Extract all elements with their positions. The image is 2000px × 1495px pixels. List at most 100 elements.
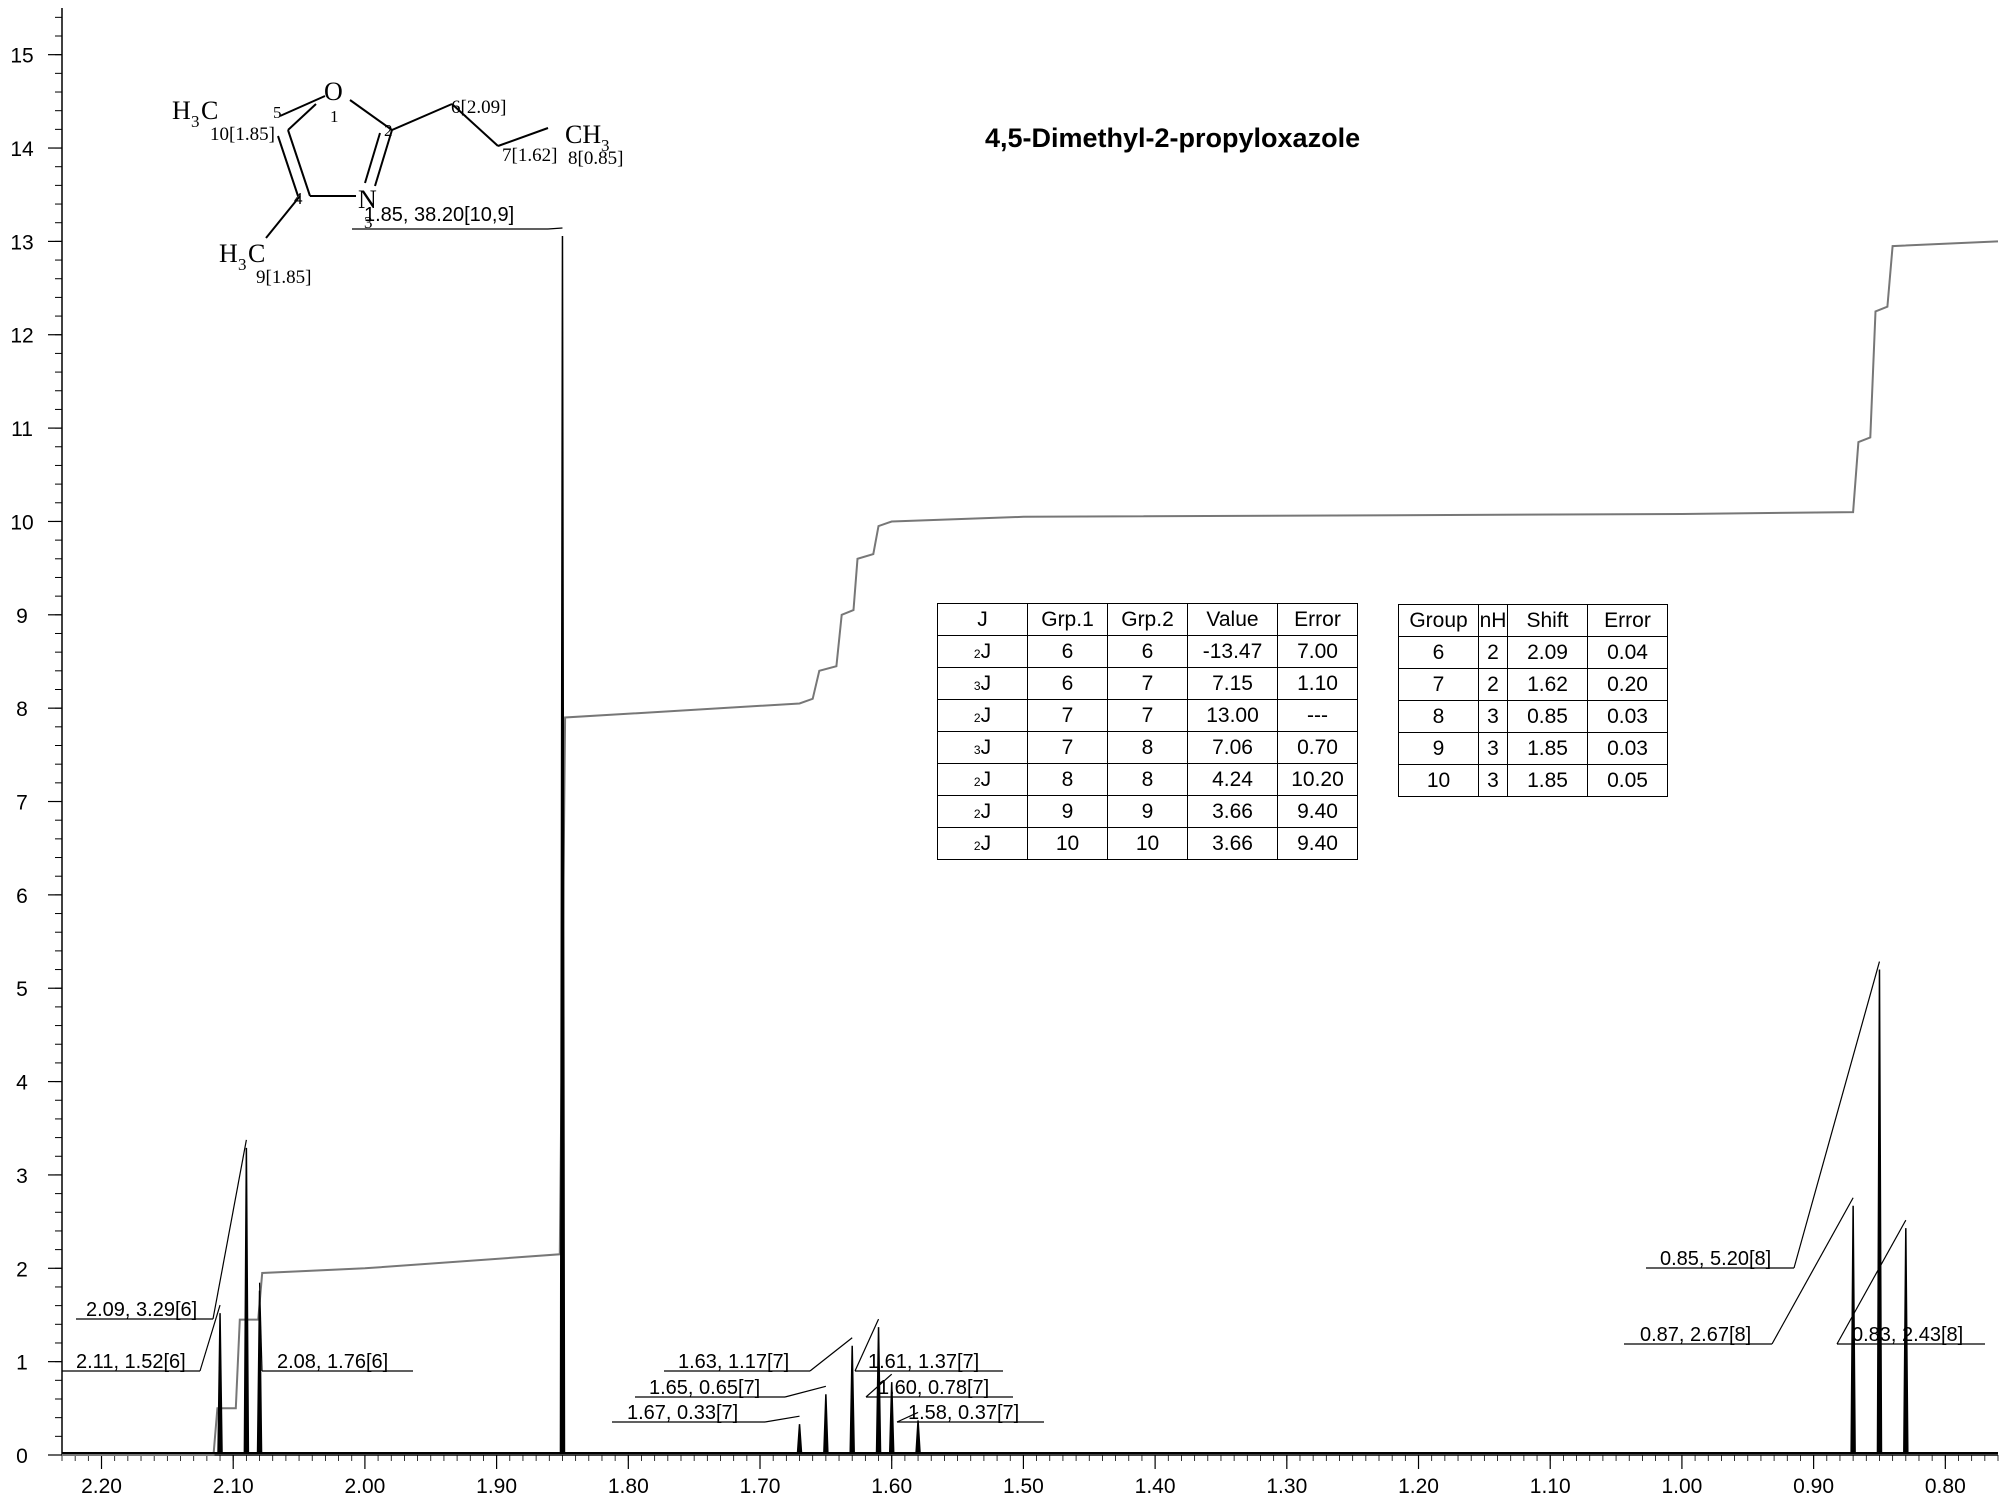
j-group1-cell: 8 (1027, 763, 1108, 796)
x-tick-label: 1.70 (740, 1475, 781, 1495)
j-table-row: 2J 7 7 13.00 --- (937, 699, 1358, 732)
ch3-right-label: 8[0.85] (568, 148, 623, 169)
j-error-cell: 0.70 (1277, 731, 1358, 764)
ch3-bottom-sub: 3 (238, 255, 247, 274)
peak (1903, 1228, 1909, 1454)
j-group1-cell: 7 (1027, 699, 1108, 732)
j-group2-cell: 7 (1107, 699, 1188, 732)
bond (349, 99, 393, 131)
atom-number-1: 1 (330, 107, 339, 126)
peak (1850, 1205, 1856, 1454)
j-value-cell: 3.66 (1187, 827, 1278, 860)
j-order-cell: 3J (937, 667, 1028, 700)
bond (287, 103, 317, 131)
bond (364, 132, 381, 184)
j-group1-cell: 6 (1027, 635, 1108, 668)
j-order-cell: 2J (937, 827, 1028, 860)
x-tick-label: 1.90 (476, 1475, 517, 1495)
shift-cell: 1.85 (1507, 732, 1588, 765)
j-table-row: 2J 10 10 3.66 9.40 (937, 827, 1358, 860)
peak-label-leader (896, 1411, 919, 1423)
y-tick-label: 11 (11, 418, 33, 441)
j-letter: J (980, 767, 992, 791)
j-table-row: 2J 9 9 3.66 9.40 (937, 795, 1358, 828)
group-table-header-nh: nH (1478, 604, 1508, 637)
ch3-top-label: 10[1.85] (210, 124, 275, 145)
j-value-cell: 3.66 (1187, 795, 1278, 828)
peak-label-leader (809, 1337, 853, 1372)
ch3-top-sub: 3 (191, 112, 200, 131)
bond (391, 103, 453, 131)
group-table-header-group: Group (1398, 604, 1479, 637)
j-error-cell: --- (1277, 699, 1358, 732)
peak-label-leader (1793, 961, 1881, 1269)
shift-cell: 0.85 (1507, 700, 1588, 733)
j-value-cell: 7.15 (1187, 667, 1278, 700)
peak (559, 235, 566, 1454)
peak (256, 1290, 263, 1454)
bond (279, 95, 326, 117)
bond (374, 129, 393, 187)
peak-labels-layer: 2.11, 1.52[6] 2.09, 3.29[6] 2.08, 1.76[6] 1… (62, 204, 1985, 1424)
atom-label-6: 6[2.09] (451, 97, 506, 118)
x-tick-label: 1.20 (1398, 1475, 1439, 1495)
atom-number-4: 4 (294, 189, 303, 208)
j-value-cell: -13.47 (1187, 635, 1278, 668)
y-tick-label: 14 (10, 138, 34, 161)
j-order-cell: 2J (937, 635, 1028, 668)
j-group2-cell: 7 (1107, 667, 1188, 700)
y-tick-label: 15 (10, 45, 33, 68)
j-group2-cell: 10 (1107, 827, 1188, 860)
x-tick-label: 1.60 (871, 1475, 912, 1495)
j-table-row: 2J 8 8 4.24 10.20 (937, 763, 1358, 796)
nh-cell: 2 (1478, 636, 1508, 669)
j-letter: J (980, 831, 992, 855)
group-table-row: 7 2 1.62 0.20 (1398, 668, 1668, 701)
y-tick-label: 5 (16, 978, 28, 1001)
x-tick-label: 1.80 (608, 1475, 649, 1495)
j-group2-cell: 8 (1107, 731, 1188, 764)
peaks-layer (62, 235, 1998, 1454)
bond (451, 103, 499, 147)
atom-label-7: 7[1.62] (502, 145, 557, 166)
ch3-top-c: C (201, 96, 218, 125)
ch3-bottom-c: C (248, 239, 265, 268)
atom-number-5: 5 (273, 103, 282, 122)
j-table-header-value: Value (1187, 603, 1278, 636)
group-cell: 10 (1398, 764, 1479, 797)
ch3-top-h: H (172, 96, 191, 125)
peak-label-leader (1836, 1219, 1907, 1345)
peak-label-leader (258, 1282, 263, 1372)
peak (915, 1420, 921, 1454)
peak (796, 1424, 803, 1454)
peak-label: 1.58, 0.37[7] (908, 1402, 1019, 1424)
j-error-cell: 9.40 (1277, 795, 1358, 828)
peak-label-leader (784, 1385, 827, 1398)
peak (823, 1394, 829, 1454)
j-group2-cell: 9 (1107, 795, 1188, 828)
y-tick-label: 6 (16, 885, 28, 908)
peak-label: 0.87, 2.67[8] (1640, 1324, 1751, 1346)
integral-curve-layer (62, 240, 1999, 1456)
nh-cell: 3 (1478, 732, 1508, 765)
j-letter: J (980, 639, 992, 663)
j-table-header-row: J Grp.1 Grp.2 Value Error (937, 603, 1358, 636)
y-tick-label: 9 (16, 605, 28, 628)
j-order-cell: 2J (937, 763, 1028, 796)
j-table-row: 2J 6 6 -13.47 7.00 (937, 635, 1358, 668)
peak-label: 1.61, 1.37[7] (868, 1351, 979, 1373)
j-group1-cell: 6 (1027, 667, 1108, 700)
peak-label: 1.65, 0.65[7] (649, 1377, 760, 1399)
j-value-cell: 13.00 (1187, 699, 1278, 732)
peak (243, 1147, 250, 1454)
x-tick-label: 2.00 (344, 1475, 385, 1495)
shift-error-cell: 0.04 (1587, 636, 1668, 669)
j-error-cell: 1.10 (1277, 667, 1358, 700)
j-group2-cell: 6 (1107, 635, 1188, 668)
y-tick-label: 10 (10, 511, 33, 534)
peak-label: 1.60, 0.78[7] (878, 1377, 989, 1399)
group-table-row: 6 2 2.09 0.04 (1398, 636, 1668, 669)
